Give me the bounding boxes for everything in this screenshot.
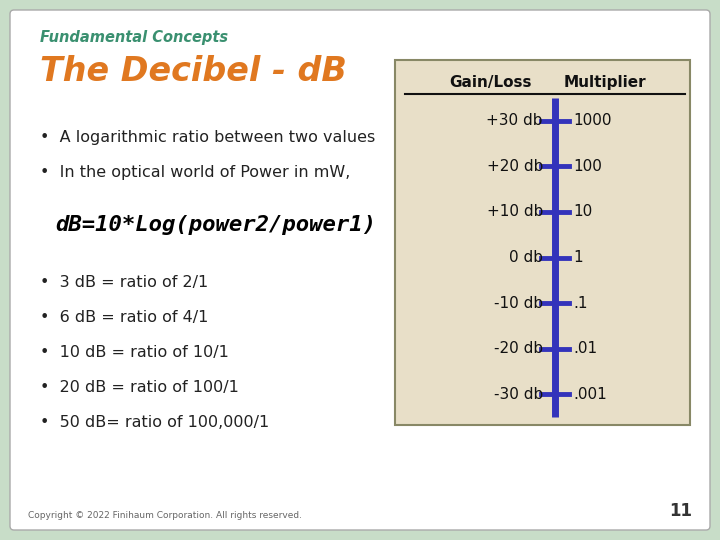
Text: •  50 dB= ratio of 100,000/1: • 50 dB= ratio of 100,000/1 <box>40 415 269 430</box>
Text: .1: .1 <box>573 295 588 310</box>
Text: Multiplier: Multiplier <box>564 75 647 90</box>
FancyBboxPatch shape <box>10 10 710 530</box>
Text: -20 db: -20 db <box>494 341 543 356</box>
Text: -10 db: -10 db <box>494 295 543 310</box>
Text: +20 db: +20 db <box>487 159 543 174</box>
Text: Fundamental Concepts: Fundamental Concepts <box>40 30 228 45</box>
Text: 100: 100 <box>573 159 602 174</box>
FancyBboxPatch shape <box>395 60 690 425</box>
Text: dB=10*Log(power2/power1): dB=10*Log(power2/power1) <box>55 215 376 235</box>
Text: •  In the optical world of Power in mW,: • In the optical world of Power in mW, <box>40 165 351 180</box>
Text: .01: .01 <box>573 341 597 356</box>
Text: The Decibel - dB: The Decibel - dB <box>40 55 347 88</box>
Text: •  A logarithmic ratio between two values: • A logarithmic ratio between two values <box>40 130 375 145</box>
Text: Gain/Loss: Gain/Loss <box>449 75 531 90</box>
Text: 1000: 1000 <box>573 113 611 129</box>
Text: 11: 11 <box>669 502 692 520</box>
Text: Copyright © 2022 Finihaum Corporation. All rights reserved.: Copyright © 2022 Finihaum Corporation. A… <box>28 511 302 520</box>
Text: +10 db: +10 db <box>487 205 543 219</box>
Text: 0 db: 0 db <box>509 250 543 265</box>
Text: +30 db: +30 db <box>487 113 543 129</box>
Text: •  3 dB = ratio of 2/1: • 3 dB = ratio of 2/1 <box>40 275 208 290</box>
Text: •  20 dB = ratio of 100/1: • 20 dB = ratio of 100/1 <box>40 380 239 395</box>
Text: 10: 10 <box>573 205 593 219</box>
Text: 1: 1 <box>573 250 582 265</box>
Text: .001: .001 <box>573 387 607 402</box>
Text: -30 db: -30 db <box>494 387 543 402</box>
Text: •  10 dB = ratio of 10/1: • 10 dB = ratio of 10/1 <box>40 345 229 360</box>
Text: •  6 dB = ratio of 4/1: • 6 dB = ratio of 4/1 <box>40 310 208 325</box>
